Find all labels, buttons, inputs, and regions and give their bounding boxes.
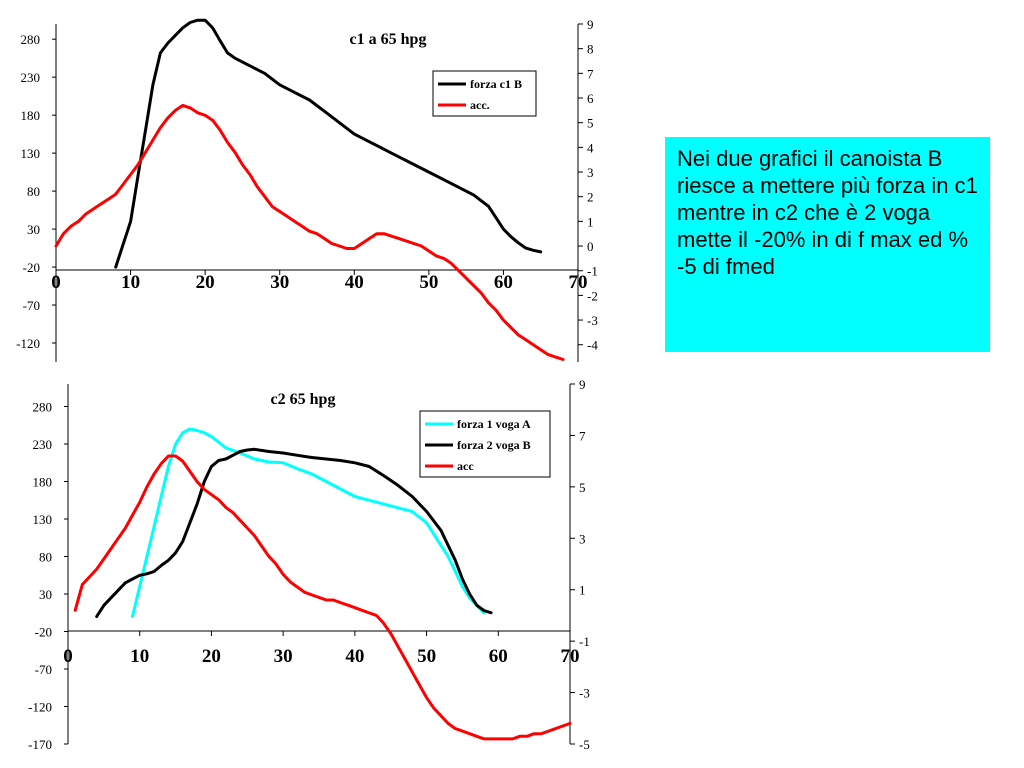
chart2-y-tick-label: 180 <box>33 475 53 490</box>
chart1-title: c1 a 65 hpg <box>350 31 427 48</box>
chart2-y-tick-label: -120 <box>28 700 52 715</box>
chart2-y2-tick-label: 1 <box>579 583 586 598</box>
chart1-y2-tick-label: -4 <box>587 338 598 353</box>
chart1-y-tick-label: 130 <box>21 146 41 161</box>
chart2-y2-tick-label: -3 <box>579 686 590 701</box>
chart1-y2-tick-label: 1 <box>587 214 594 229</box>
chart1-y2-tick-label: 0 <box>587 239 594 254</box>
chart2-y-tick-label: -20 <box>35 625 52 640</box>
chart2-x-tick-label: 20 <box>202 646 221 667</box>
chart1-y2-tick-label: 8 <box>587 42 594 57</box>
chart2-legend-label-3: acc <box>457 459 474 473</box>
chart2-x-tick-label: 40 <box>345 646 364 667</box>
annotation-note: Nei due grafici il canoista B riesce a m… <box>665 137 990 352</box>
chart1-legend-label-2: acc. <box>470 98 490 112</box>
chart2-series-line-3 <box>73 454 572 741</box>
chart2-y-tick-label: 280 <box>33 400 53 415</box>
chart1-legend-label-1: forza c1 B <box>470 77 522 91</box>
chart2-series-line-1 <box>131 427 486 618</box>
chart1-y2-tick-label: 5 <box>587 116 594 131</box>
chart1-x-tick-label: 0 <box>51 272 61 293</box>
chart1-y2-tick-label: 6 <box>587 91 594 106</box>
chart1-x-tick-label: 70 <box>569 272 588 293</box>
chart1-y-tick-label: 30 <box>27 222 40 237</box>
chart1-x-tick-label: 30 <box>270 272 289 293</box>
chart2-legend-label-2: forza 2 voga B <box>457 438 531 452</box>
chart1-y2-tick-label: -2 <box>587 288 598 303</box>
chart1-y-tick-label: -70 <box>23 298 40 313</box>
chart1-y-tick-label: 230 <box>21 70 41 85</box>
chart1-y-tick-label: 80 <box>27 184 40 199</box>
chart1-x-tick-label: 40 <box>345 272 364 293</box>
chart2-x-tick-label: 70 <box>561 646 580 667</box>
chart2-y-tick-label: 130 <box>33 512 53 527</box>
chart2-x-tick-label: 10 <box>130 646 149 667</box>
chart2-x-tick-label: 0 <box>63 646 73 667</box>
chart1-y2-tick-label: 9 <box>587 17 594 32</box>
chart2-y2-tick-label: 5 <box>579 480 586 495</box>
chart2-x-tick-label: 60 <box>489 646 508 667</box>
chart1-y2-tick-label: 7 <box>587 66 594 81</box>
chart1-y2-tick-label: -1 <box>587 264 598 279</box>
chart1-y2-tick-label: 2 <box>587 190 594 205</box>
chart2-y2-tick-label: 7 <box>579 428 586 443</box>
chart1-y-tick-label: -120 <box>16 336 40 351</box>
chart1-y2-tick-label: -3 <box>587 313 598 328</box>
chart1-y-tick-label: 280 <box>21 32 41 47</box>
chart2-series-line-2 <box>95 447 493 618</box>
chart2-x-tick-label: 50 <box>417 646 436 667</box>
chart2-legend-label-1: forza 1 voga A <box>457 417 531 431</box>
chart2-y-tick-label: -70 <box>35 662 52 677</box>
chart2-y2-tick-label: -5 <box>579 737 590 752</box>
chart1-x-tick-label: 50 <box>419 272 438 293</box>
chart2-x-tick-label: 30 <box>274 646 293 667</box>
chart2-y-tick-label: 30 <box>39 587 52 602</box>
chart2-y2-tick-label: 9 <box>579 377 586 392</box>
chart1-y-tick-label: 180 <box>21 108 41 123</box>
chart2-title: c2 65 hpg <box>271 391 336 408</box>
chart1-y-tick-label: -20 <box>23 260 40 275</box>
chart2-y-tick-label: 80 <box>39 550 52 565</box>
chart1-series-line-1 <box>114 18 543 269</box>
chart1-x-tick-label: 20 <box>196 272 215 293</box>
chart1-legend-box <box>432 70 537 117</box>
chart2-y2-tick-label: -1 <box>579 634 590 649</box>
chart1-y2-tick-label: 4 <box>587 140 594 155</box>
chart1-y2-tick-label: 3 <box>587 165 594 180</box>
chart2-y-tick-label: 230 <box>33 437 53 452</box>
chart1-x-tick-label: 60 <box>494 272 513 293</box>
chart2-y2-tick-label: 3 <box>579 531 586 546</box>
chart2-y-tick-label: -170 <box>28 737 52 752</box>
chart1-x-tick-label: 10 <box>121 272 140 293</box>
chart1-series-line-2 <box>54 103 565 361</box>
